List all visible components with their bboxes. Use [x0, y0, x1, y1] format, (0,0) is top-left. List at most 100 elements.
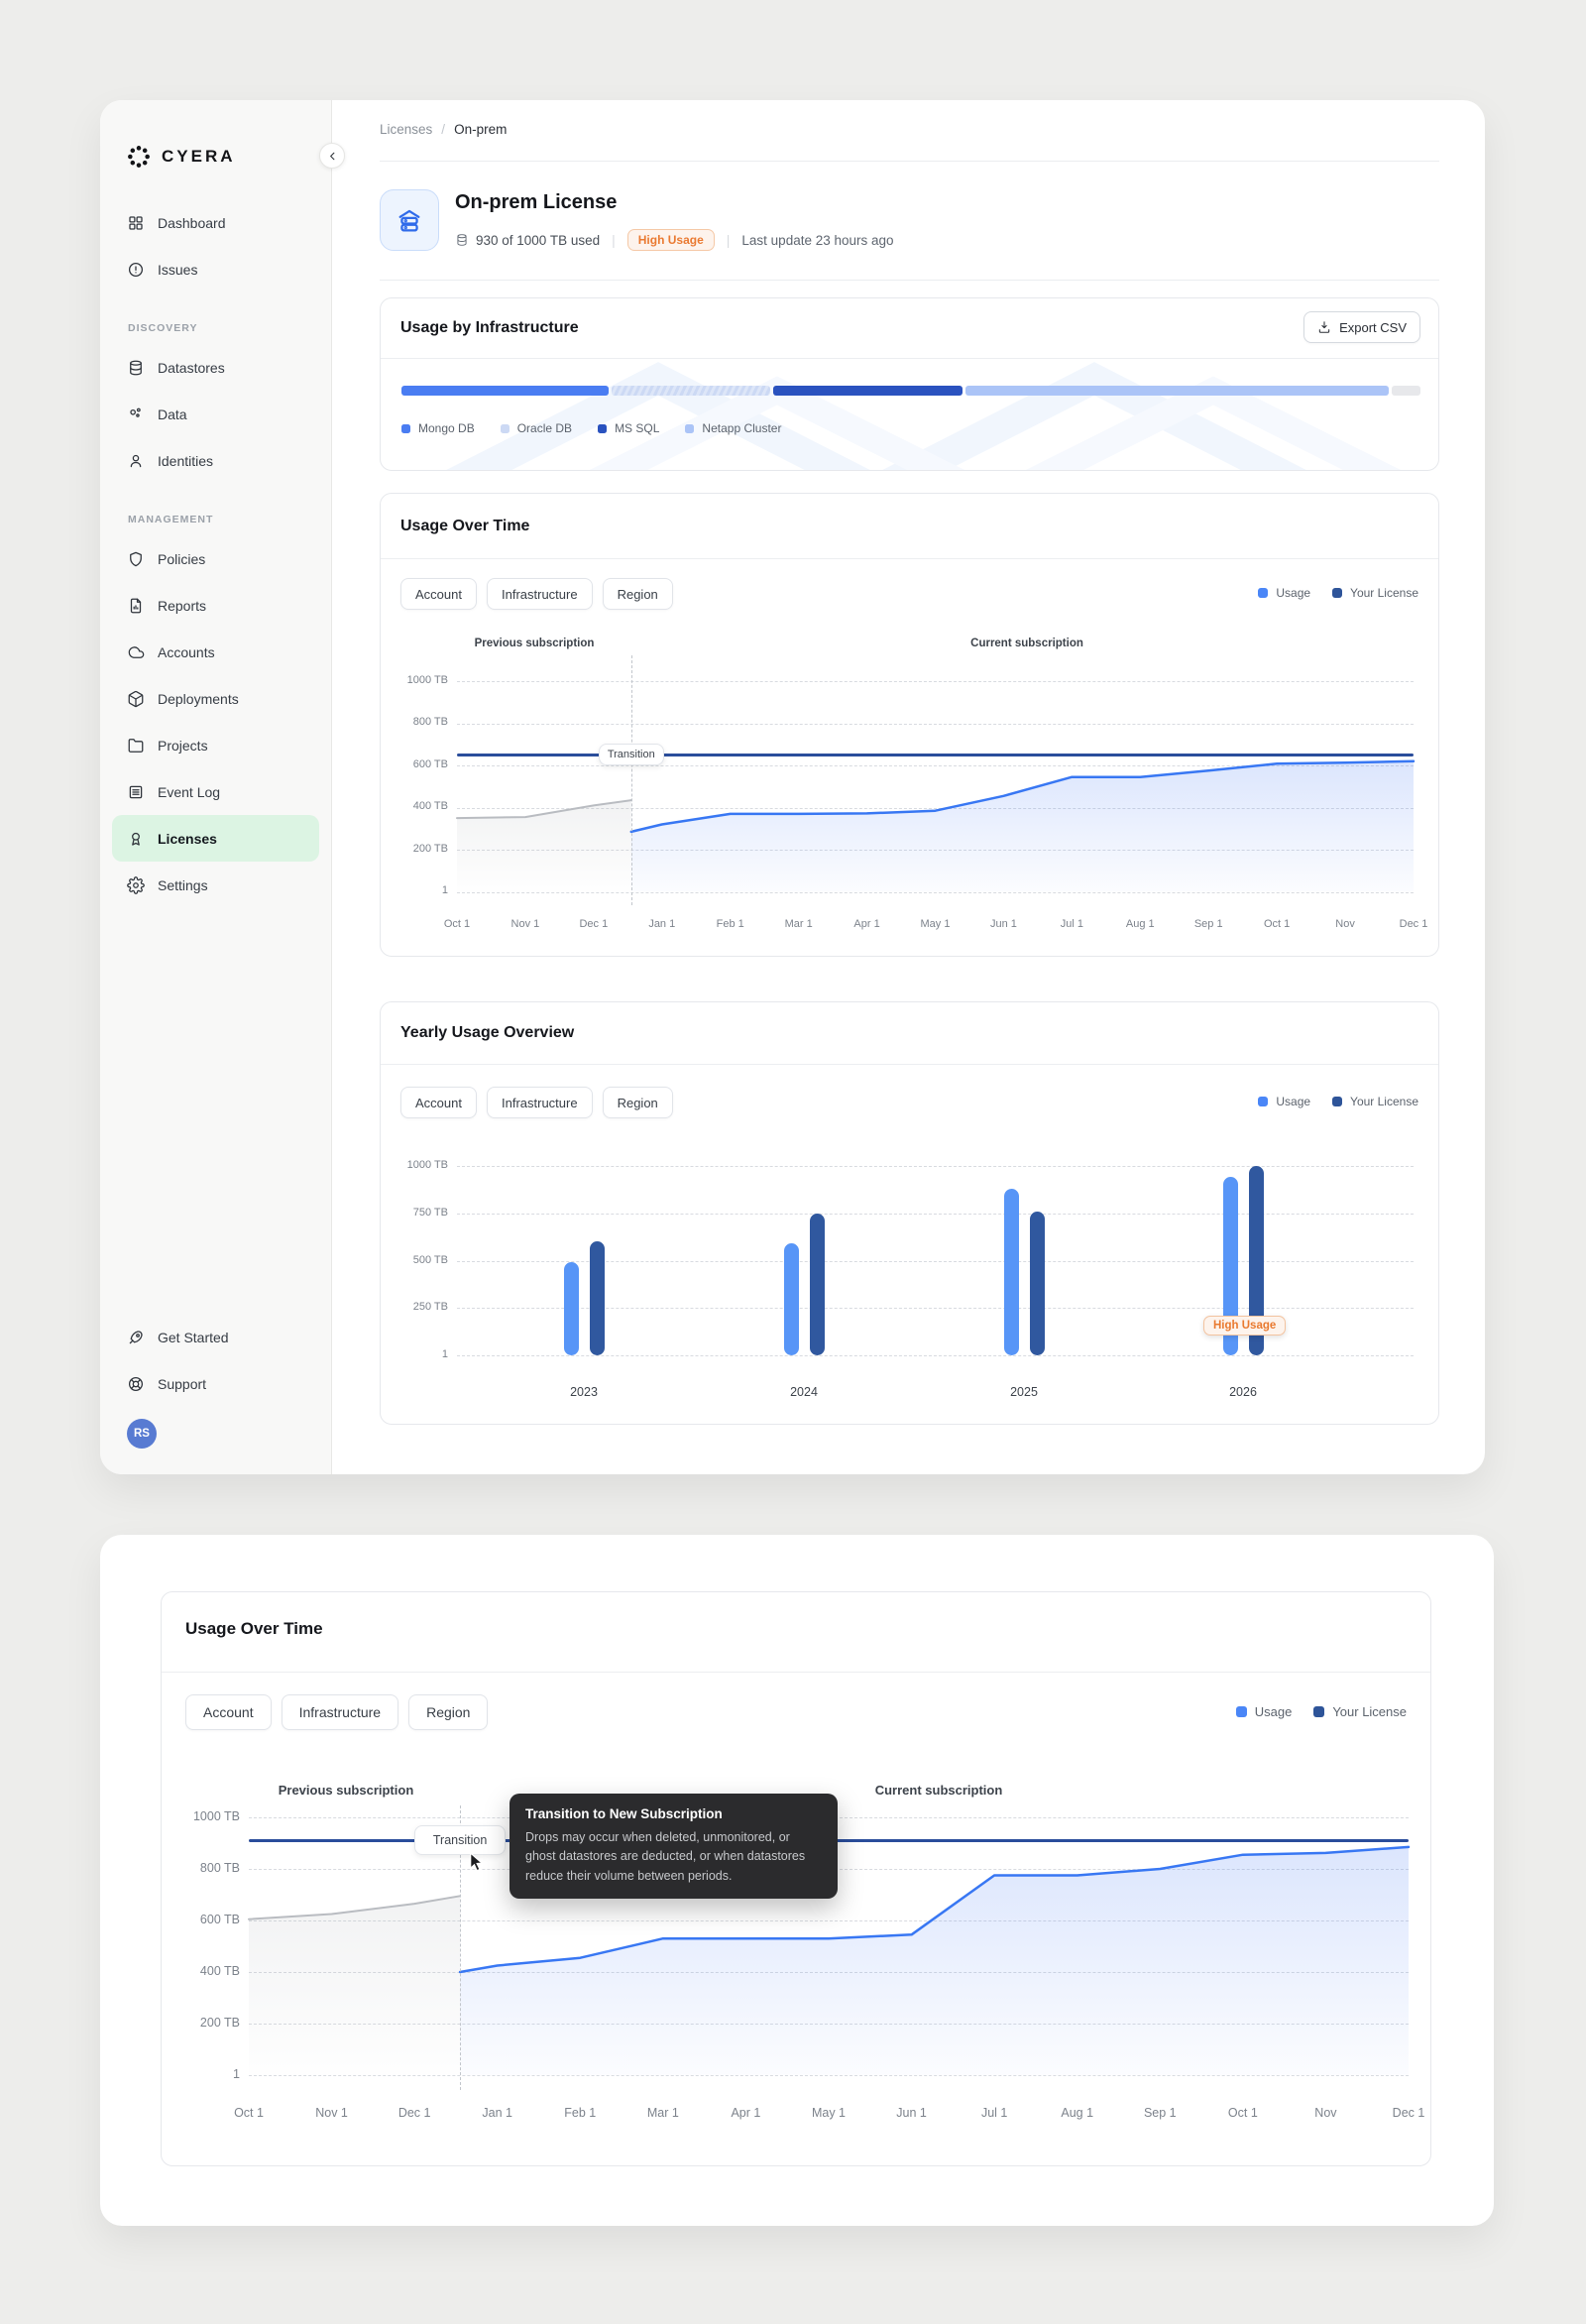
chart-legend: Usage Your License — [1235, 1704, 1407, 1719]
filter-infrastructure[interactable]: Infrastructure — [486, 578, 593, 610]
sidebar-item-policies[interactable]: Policies — [112, 535, 319, 582]
sidebar-item-data[interactable]: Data — [112, 391, 319, 437]
sidebar-item-datastores[interactable]: Datastores — [112, 344, 319, 391]
usage-swatch — [1258, 1097, 1269, 1106]
lifebuoy-icon — [127, 1375, 145, 1393]
sidebar-item-licenses[interactable]: Licenses — [112, 815, 319, 862]
sidebar-item-issues[interactable]: Issues — [112, 246, 319, 292]
filter-account[interactable]: Account — [400, 578, 477, 610]
legend-usage: Usage — [1258, 1095, 1310, 1108]
chart-filters: Account Infrastructure Region — [400, 1087, 673, 1118]
cyera-logo-icon — [128, 146, 150, 168]
line-plot — [248, 1845, 1411, 2075]
x-axis-tick-label: Jul 1 — [980, 2106, 1008, 2120]
swatch — [401, 423, 410, 433]
license-swatch — [1313, 1706, 1325, 1717]
transition-label: Transition — [598, 744, 664, 766]
breadcrumb: Licenses / On-prem — [380, 122, 507, 137]
swatch — [500, 423, 510, 433]
current-subscription-label: Current subscription — [874, 1783, 1003, 1799]
card-title: Usage Over Time — [400, 518, 530, 534]
sidebar-item-projects[interactable]: Projects — [112, 722, 319, 768]
x-axis-tick-label: Mar 1 — [784, 918, 813, 930]
sidebar-item-label: Dashboard — [158, 214, 226, 231]
infra-legend-netapp-cluster: Netapp Cluster — [685, 421, 781, 435]
x-axis-tick-label: May 1 — [811, 2106, 847, 2120]
sidebar-item-settings[interactable]: Settings — [112, 862, 319, 908]
award-icon — [127, 830, 145, 848]
app-window: CYERA Dashboard Issues DISCOVERY Datastores… — [100, 100, 1485, 1474]
gridline — [457, 681, 1414, 682]
sidebar-item-support[interactable]: Support — [112, 1360, 319, 1407]
usage-bar-2023 — [563, 1262, 579, 1355]
tooltip-title: Transition to New Subscription — [525, 1806, 723, 1821]
y-axis-tick-label: 600 TB — [199, 1912, 240, 1926]
x-axis-tick-label: Nov — [1335, 918, 1355, 930]
chart-legend: Usage Your License — [1258, 1095, 1418, 1108]
gridline — [457, 1308, 1414, 1310]
gridline — [457, 1166, 1414, 1167]
cube-icon — [127, 690, 145, 708]
detail-panel: Usage Over Time Account Infrastructure R… — [100, 1535, 1494, 2226]
sidebar-item-event-log[interactable]: Event Log — [112, 768, 319, 815]
sidebar-item-dashboard[interactable]: Dashboard — [112, 199, 319, 246]
x-axis-tick-label: Dec 1 — [1399, 918, 1428, 930]
filter-region[interactable]: Region — [408, 1694, 489, 1730]
chart-filters: Account Infrastructure Region — [185, 1694, 489, 1730]
alert-circle-icon — [127, 261, 145, 279]
filter-region[interactable]: Region — [602, 578, 673, 610]
y-axis-tick-label: 1 — [233, 2066, 240, 2081]
breadcrumb-parent[interactable]: Licenses — [380, 122, 433, 137]
sidebar-item-label: Accounts — [158, 643, 215, 660]
yearly-usage-chart: 1000 TB 750 TB 500 TB 250 TB 1 2023 2024 2025 20… — [381, 1121, 1438, 1409]
chart-legend: Usage Your License — [1258, 586, 1418, 600]
legend-your-license: Your License — [1332, 1095, 1418, 1108]
infra-segment-netapp-cluster — [965, 386, 1389, 396]
usage-over-time-card: Usage Over Time Account Infrastructure R… — [380, 493, 1439, 957]
infra-legend-mongo-db: Mongo DB — [401, 421, 475, 435]
sidebar-item-label: Licenses — [158, 830, 217, 847]
swatch — [685, 423, 695, 433]
sidebar-item-label: Projects — [158, 737, 208, 754]
filter-account[interactable]: Account — [185, 1694, 272, 1730]
main-content: Licenses / On-prem On-prem License — [332, 100, 1485, 1474]
gridline — [457, 891, 1414, 893]
filter-region[interactable]: Region — [602, 1087, 673, 1118]
divider — [381, 558, 1438, 559]
export-csv-button[interactable]: Export CSV — [1303, 311, 1420, 343]
filter-infrastructure[interactable]: Infrastructure — [486, 1087, 593, 1118]
sidebar-item-identities[interactable]: Identities — [112, 437, 319, 484]
avatar[interactable]: RS — [127, 1419, 157, 1449]
x-axis-tick-label: Dec 1 — [579, 918, 609, 930]
license-icon-tile — [380, 189, 439, 251]
sidebar-item-deployments[interactable]: Deployments — [112, 675, 319, 722]
gridline — [457, 765, 1414, 766]
infrastructure-usage-bar — [401, 386, 1420, 396]
y-axis-tick-label: 250 TB — [412, 1301, 448, 1314]
x-axis-tick-label: Apr 1 — [853, 918, 880, 930]
sidebar-collapse-button[interactable] — [319, 143, 345, 169]
log-icon — [127, 783, 145, 801]
infra-legend-ms-sql: MS SQL — [598, 421, 659, 435]
shield-icon — [127, 550, 145, 568]
x-axis-tick-label: Jan 1 — [482, 2106, 512, 2120]
line-plot — [456, 759, 1416, 892]
last-update-text: Last update 23 hours ago — [741, 232, 894, 248]
gridline — [457, 807, 1414, 809]
x-axis-tick-label: Oct 1 — [1227, 2106, 1258, 2120]
chart-filters: Account Infrastructure Region — [400, 578, 673, 610]
filter-infrastructure[interactable]: Infrastructure — [281, 1694, 399, 1730]
transition-tooltip: Transition to New Subscription Drops may … — [510, 1794, 838, 1900]
transition-dashed-line — [630, 655, 632, 905]
sidebar-item-label: Datastores — [158, 359, 225, 376]
sidebar-item-reports[interactable]: Reports — [112, 582, 319, 629]
meta-divider: | — [726, 232, 731, 248]
x-axis-tick-label: 2024 — [790, 1385, 818, 1399]
sidebar-item-accounts[interactable]: Accounts — [112, 629, 319, 675]
filter-account[interactable]: Account — [400, 1087, 477, 1118]
report-icon — [127, 597, 145, 615]
x-axis-tick-label: Jul 1 — [1060, 918, 1083, 930]
y-axis-tick-label: 400 TB — [412, 800, 448, 813]
logo-text: CYERA — [162, 147, 236, 166]
sidebar-item-get-started[interactable]: Get Started — [112, 1314, 319, 1360]
